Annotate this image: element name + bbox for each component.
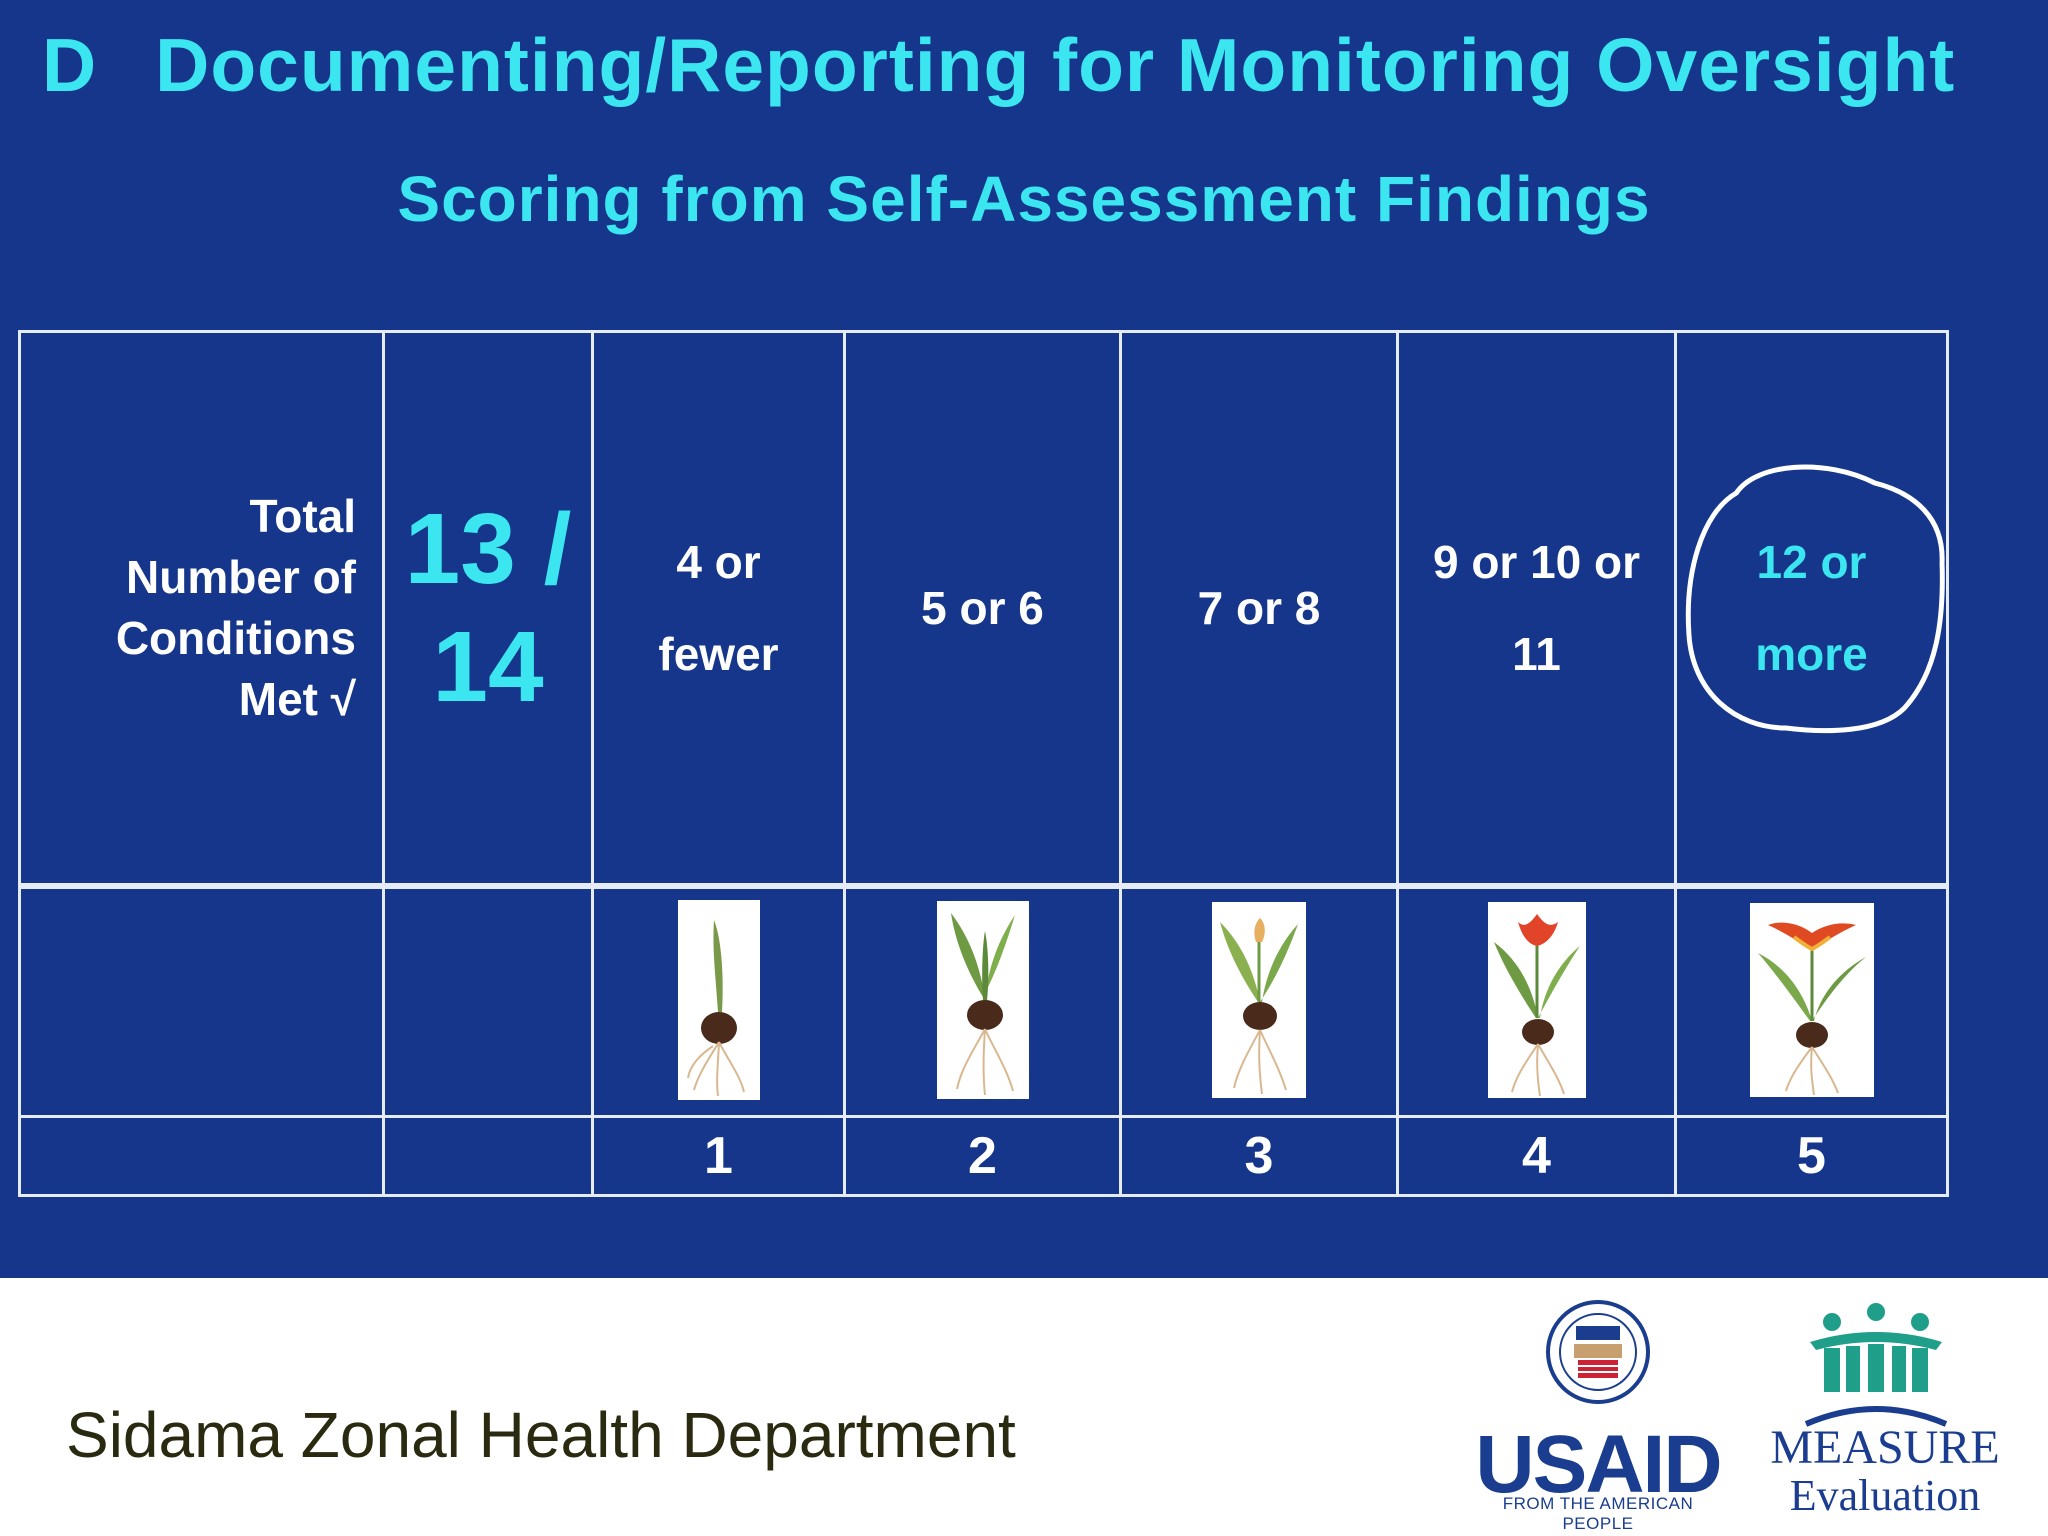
- plant-cell-3: [1119, 884, 1399, 1118]
- empty-cell: [18, 1115, 385, 1197]
- conditions-label-cell: Total Number of Conditions Met √: [18, 330, 385, 888]
- label-line: Conditions: [115, 612, 356, 664]
- empty-cell: [18, 884, 385, 1118]
- evaluation-wordmark: Evaluation: [1789, 1471, 1981, 1520]
- tulip-bloom-icon: [1487, 901, 1586, 1098]
- conditions-count-cell: 13 / 14: [382, 330, 594, 888]
- score-3: 3: [1119, 1115, 1399, 1197]
- plant-cell-1: [591, 884, 846, 1118]
- bulb-leaves-icon: [936, 900, 1029, 1099]
- count-line: 13 /: [404, 493, 572, 605]
- range-line: 12 or: [1756, 536, 1867, 588]
- measure-wordmark: MEASURE: [1770, 1421, 2000, 1474]
- score-4: 4: [1396, 1115, 1677, 1197]
- range-line: more: [1755, 628, 1868, 680]
- scoring-table: Total Number of Conditions Met √ 13 / 14…: [18, 330, 1949, 1197]
- score-1: 1: [591, 1115, 846, 1197]
- empty-cell: [382, 884, 594, 1118]
- empty-cell: [382, 1115, 594, 1197]
- measure-people-icon: [1804, 1303, 1948, 1427]
- count-line: 14: [432, 611, 544, 723]
- range-cell-5: 12 or more: [1674, 330, 1949, 888]
- range-line: 7 or 8: [1197, 582, 1321, 634]
- label-line: Number of: [126, 551, 356, 603]
- usaid-tagline: FROM THE AMERICAN PEOPLE: [1502, 1494, 1694, 1533]
- range-line: 4 or: [676, 536, 761, 588]
- plant-cell-5: [1674, 884, 1949, 1118]
- title-text: Documenting/Reporting for Monitoring Ove…: [155, 23, 1956, 107]
- range-line: 5 or 6: [921, 582, 1044, 634]
- department-name: Sidama Zonal Health Department: [66, 1399, 1016, 1471]
- range-line: 9 or 10 or: [1432, 536, 1641, 588]
- tulip-full-bloom-icon: [1749, 902, 1874, 1097]
- range-cell-3: 7 or 8: [1119, 330, 1399, 888]
- slide-panel: D Documenting/Reporting for Monitoring Ov…: [0, 0, 2048, 1278]
- range-cell-4: 9 or 10 or 11: [1396, 330, 1677, 888]
- bulb-sprout-icon: [677, 899, 760, 1100]
- range-line: fewer: [658, 628, 779, 680]
- bulb-bud-icon: [1212, 901, 1306, 1098]
- usaid-wordmark: USAID: [1475, 1419, 1722, 1510]
- plant-cell-2: [843, 884, 1122, 1118]
- slide-title: D Documenting/Reporting for Monitoring Ov…: [42, 22, 2032, 108]
- plant-cell-4: [1396, 884, 1677, 1118]
- range-line: 11: [1512, 628, 1561, 680]
- label-line: Total: [249, 490, 356, 542]
- score-2: 2: [843, 1115, 1122, 1197]
- range-cell-1: 4 or fewer: [591, 330, 846, 888]
- slide-subtitle: Scoring from Self-Assessment Findings: [397, 163, 1651, 235]
- range-cell-2: 5 or 6: [843, 330, 1122, 888]
- usaid-seal-icon: [1546, 1300, 1650, 1404]
- score-5: 5: [1674, 1115, 1949, 1197]
- section-letter: D: [42, 23, 98, 107]
- label-line: Met √: [238, 673, 356, 725]
